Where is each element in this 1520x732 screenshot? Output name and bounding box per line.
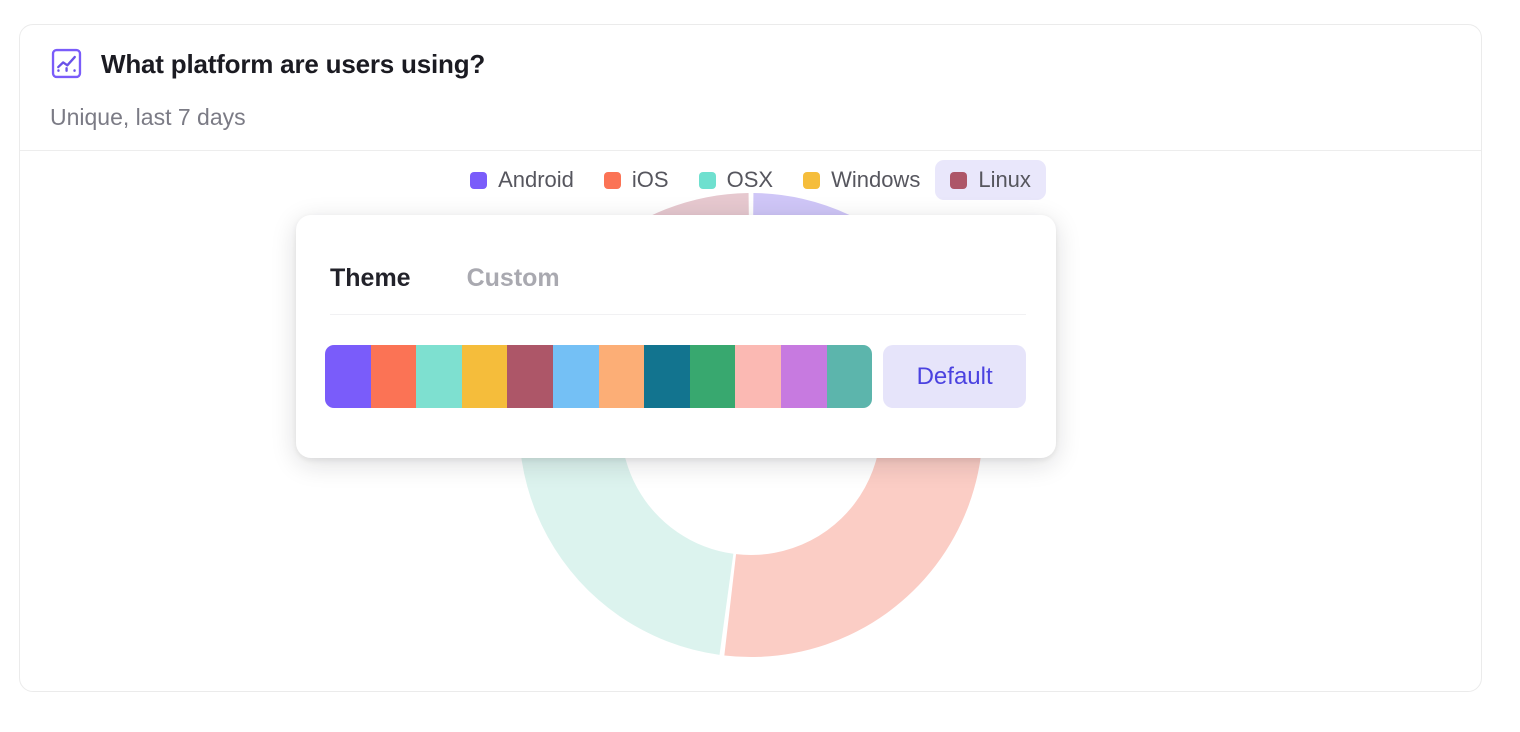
palette-swatch-9[interactable] — [689, 345, 736, 408]
legend-item-ios[interactable]: iOS — [589, 160, 684, 200]
line-chart-icon — [51, 48, 82, 79]
palette-swatch-2[interactable] — [370, 345, 417, 408]
page-title: What platform are users using? — [101, 48, 486, 79]
palette-swatch-12[interactable] — [826, 345, 873, 408]
theme-picker-popup: Theme Custom Default — [296, 215, 1056, 458]
legend-swatch-icon — [470, 171, 488, 189]
palette-swatch-7[interactable] — [598, 345, 645, 408]
legend-swatch-icon — [803, 171, 821, 189]
palette-swatch-8[interactable] — [644, 345, 690, 408]
legend-item-windows[interactable]: Windows — [788, 160, 935, 200]
tab-custom[interactable]: Custom — [466, 264, 560, 292]
palette-row: Default — [325, 345, 1027, 408]
legend-item-osx[interactable]: OSX — [684, 160, 788, 200]
card-header: What platform are users using? Unique, l… — [20, 25, 1481, 151]
palette-swatch-4[interactable] — [461, 345, 508, 408]
card-title-row: What platform are users using? — [50, 47, 485, 80]
card-subtitle: Unique, last 7 days — [50, 104, 246, 130]
palette-swatch-6[interactable] — [552, 345, 599, 408]
legend-item-label: OSX — [726, 167, 774, 192]
palette-swatch-11[interactable] — [780, 345, 827, 408]
legend-swatch-icon — [950, 171, 968, 189]
popup-divider — [330, 314, 1026, 315]
theme-popup-tabs: Theme Custom — [330, 266, 560, 291]
palette-swatch-1[interactable] — [325, 345, 371, 408]
palette-swatch-3[interactable] — [416, 345, 462, 408]
tab-theme[interactable]: Theme — [330, 264, 411, 292]
palette-swatch-5[interactable] — [507, 345, 553, 408]
palette-swatch-10[interactable] — [735, 345, 781, 408]
legend-item-linux[interactable]: Linux — [935, 160, 1046, 200]
legend-item-android[interactable]: Android — [455, 160, 589, 200]
default-theme-button[interactable]: Default — [883, 345, 1027, 408]
legend-swatch-icon — [698, 171, 716, 189]
chart-legend: Android iOS OSX Windows Linux — [20, 160, 1481, 200]
legend-swatch-icon — [603, 171, 621, 189]
legend-item-label: Android — [498, 167, 574, 192]
color-palette-swatches[interactable] — [325, 345, 873, 408]
legend-item-label: iOS — [631, 167, 669, 192]
legend-item-label: Linux — [978, 167, 1031, 192]
legend-item-label: Windows — [831, 167, 921, 192]
